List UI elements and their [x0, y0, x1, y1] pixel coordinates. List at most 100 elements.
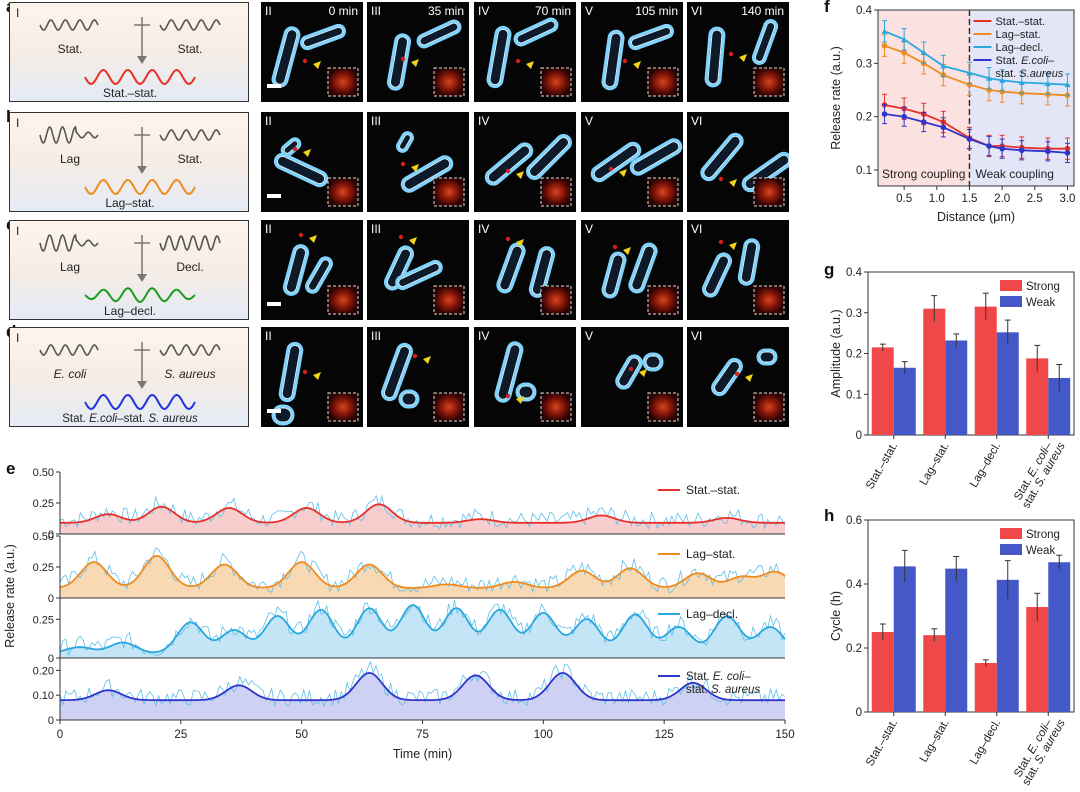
vesicle-dot: [505, 393, 511, 399]
left-wave: [39, 19, 99, 31]
microscopy-panel-label: IV: [478, 114, 490, 128]
microscopy-image: II 0 min: [261, 2, 363, 102]
legend-part: –: [1048, 55, 1055, 67]
arrowhead-icon: [313, 372, 321, 380]
data-point: [881, 111, 888, 117]
microscopy-panel-label: IV: [478, 329, 490, 343]
arrow-head-icon: [137, 274, 147, 282]
legend-label: Weak: [1026, 545, 1055, 557]
bacterium-cell: [280, 137, 302, 157]
cell-highlight: [399, 134, 411, 150]
cell-highlight: [754, 21, 776, 63]
microscopy-svg: [711, 348, 785, 422]
cell-highlight: [497, 344, 521, 400]
raw-trace: [59, 660, 786, 708]
cell-outline: [704, 26, 726, 88]
schematic-result-label: Stat.–stat.: [103, 86, 157, 100]
microscopy-svg: [496, 236, 572, 315]
y-tick-label: 0.50: [33, 531, 54, 543]
microscopy-svg: [267, 23, 359, 97]
cell-highlight: [531, 249, 553, 295]
legend-part: S.aureus: [1019, 68, 1064, 80]
cell-highlight: [632, 141, 680, 173]
schematic-right-label: S. aureus: [164, 367, 215, 381]
legend-part: E. coli: [713, 671, 745, 683]
schematic-result-label: Lag–stat.: [105, 196, 154, 210]
cell-outline: [526, 134, 572, 180]
cell-highlight: [704, 255, 730, 295]
panel-letter-g: g: [824, 260, 835, 279]
cell-highlight: [759, 351, 775, 363]
microscopy-image: V: [581, 220, 683, 320]
microscopy-svg: [486, 17, 572, 97]
data-point: [940, 124, 947, 131]
bacterium-cell: [305, 256, 333, 294]
x-tick-label: 0: [57, 729, 63, 741]
vesicle-dot: [734, 371, 740, 377]
cell-highlight: [518, 385, 534, 399]
panel-h-chart: Stat.–stat. Lag–stat. Lag–decl. Stat. E. co…: [829, 515, 1075, 788]
bar: [974, 663, 997, 712]
strong-coupling-region: [878, 10, 970, 186]
inset-box: [540, 285, 572, 315]
vesicle-dot: [302, 58, 308, 64]
y-tick-label: 0.3: [846, 308, 862, 320]
arrowhead-icon: [313, 61, 321, 69]
strong-coupling-label: Strong coupling: [882, 167, 965, 181]
y-tick-label: 0: [48, 715, 54, 727]
cell-outline: [305, 256, 333, 294]
legend-swatch: [1000, 528, 1022, 539]
microscopy-svg: [704, 18, 785, 97]
schematic-panel: I Stat. Stat. Stat.–stat.: [9, 2, 249, 102]
x-tick-label: Lag–stat.: [918, 441, 952, 488]
microscopy-panel-label: VI: [691, 114, 703, 128]
microscopy-time-label: 70 min: [534, 4, 571, 18]
bacterium-cell: [383, 245, 415, 291]
arrowhead-icon: [303, 149, 311, 157]
data-point: [966, 136, 973, 142]
smoothed-trace: [59, 671, 785, 702]
x-tick-label: Lag–stat.: [918, 718, 952, 765]
arrowhead-icon: [639, 369, 647, 377]
y-tick-label: 0.3: [856, 58, 872, 70]
bacterium-cell: [601, 251, 627, 299]
cell-highlight: [744, 154, 789, 190]
series-fill: [60, 555, 785, 598]
left-wave: [39, 233, 99, 252]
y-tick-label: 0.4: [846, 579, 863, 591]
microscopy-image: VI: [687, 327, 789, 427]
data-point: [920, 119, 927, 125]
series-line: [884, 44, 1068, 97]
cell-highlight: [740, 241, 758, 283]
series-fill: [60, 504, 785, 534]
cell-outline: [280, 137, 302, 157]
bacterium-cell: [642, 352, 664, 372]
data-point: [901, 36, 908, 42]
plot-frame: [867, 519, 1075, 713]
cell-highlight: [276, 155, 326, 185]
cell-highlight: [593, 144, 639, 180]
inset-box: [540, 67, 572, 97]
schematic-svg: I Stat. Stat. Stat.–stat.: [16, 6, 221, 100]
bar: [893, 566, 916, 712]
y-axis-label: Cycle (h): [829, 591, 843, 641]
vesicle-dot: [505, 236, 511, 242]
scale-bar: [267, 84, 281, 88]
inset-box: [647, 67, 679, 97]
data-point: [1044, 80, 1051, 87]
cell-outline: [601, 251, 627, 299]
microscopy-image: IV: [474, 112, 576, 212]
cell-highlight: [631, 245, 655, 291]
microscopy-panel-label: V: [585, 222, 594, 236]
y-tick-label: 0: [48, 653, 54, 665]
schematic-left-label: Stat.: [58, 42, 83, 56]
arrowhead-icon: [619, 169, 627, 177]
smoothed-trace: [59, 554, 786, 589]
inset-box: [433, 67, 465, 97]
vesicle-dot: [628, 366, 634, 372]
arrowhead-icon: [516, 171, 524, 179]
x-tick-label: Lag–decl.: [968, 718, 1003, 767]
cell-highlight: [281, 344, 301, 400]
microscopy-panel-label: VI: [691, 222, 703, 236]
panel-g-chart: Stat.–stat. Lag–stat. Lag–decl. Stat. E. co…: [829, 267, 1075, 508]
